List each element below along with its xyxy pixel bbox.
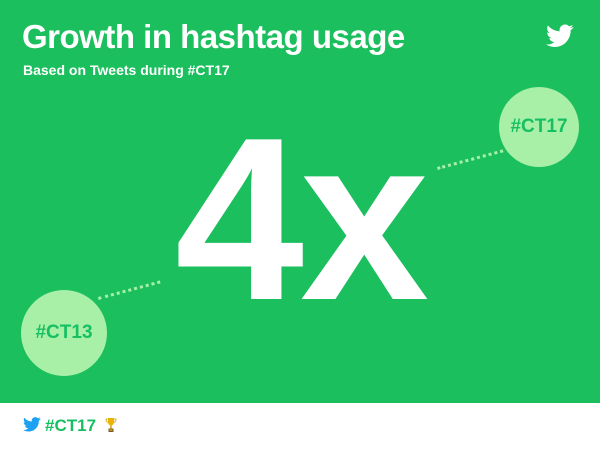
footer-bar: #CT17 — [0, 403, 600, 450]
twitter-bird-icon — [546, 24, 574, 47]
growth-multiplier: 4x — [174, 90, 429, 349]
bubble-ct17-label: #CT17 — [510, 116, 568, 137]
page-subtitle: Based on Tweets during #CT17 — [23, 62, 230, 78]
footer-hashtag: #CT17 — [45, 416, 97, 435]
trophy-icon — [105, 418, 117, 432]
twitter-bird-icon — [23, 417, 41, 432]
bubble-ct13: #CT13 — [21, 290, 107, 376]
infographic-card: Growth in hashtag usage Based on Tweets … — [0, 0, 600, 403]
page-title: Growth in hashtag usage — [22, 18, 405, 55]
bubble-ct17: #CT17 — [499, 87, 579, 167]
bubble-ct13-label: #CT13 — [35, 322, 93, 343]
